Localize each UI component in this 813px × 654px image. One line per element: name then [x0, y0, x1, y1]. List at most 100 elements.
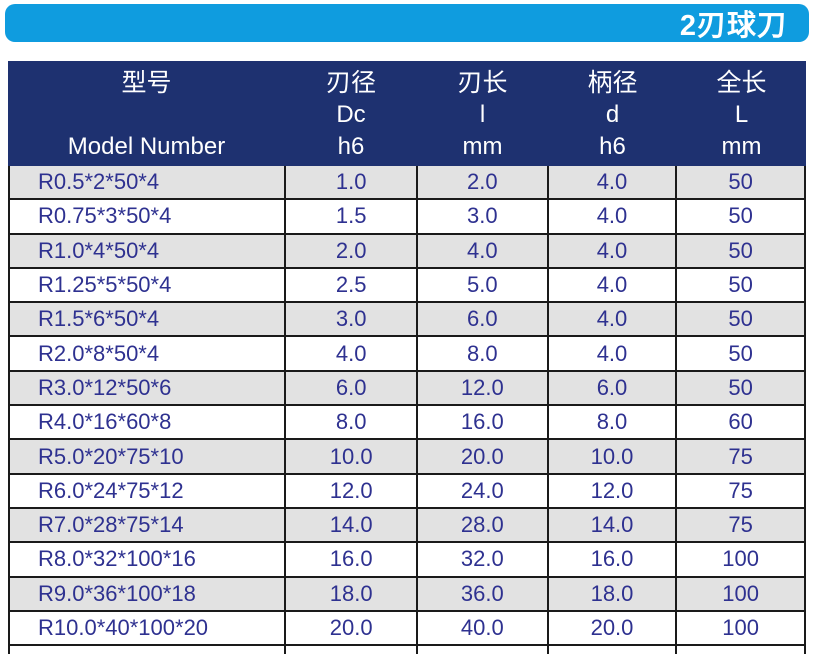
value-cell: 50: [677, 337, 806, 370]
value-cell: 60: [677, 406, 806, 439]
value-cell: 100: [677, 543, 806, 576]
model-number-cell: R1.5*6*50*4: [10, 303, 287, 336]
value-cell: 24.0: [418, 474, 549, 507]
table-body: R0.5*2*50*4 1.0 2.0 4.0 50 R0.75*3*50*4 1.5 3.0…: [8, 166, 806, 647]
value-cell: 40.0: [418, 611, 549, 645]
column-header: 刃长 l mm: [417, 61, 548, 166]
value-cell: 75: [677, 508, 806, 542]
title-banner: 2刃球刀: [5, 4, 809, 42]
model-number-cell: R10.0*40*100*20: [10, 611, 287, 645]
table-row: R4.0*16*60*8 8.0 16.0 8.0 60: [10, 406, 806, 441]
value-cell: 32.0: [418, 543, 549, 576]
column-header: 柄径 d h6: [548, 61, 677, 166]
value-cell: 50: [677, 234, 806, 267]
table-row: R7.0*28*75*14 14.0 28.0 14.0 75: [10, 508, 806, 544]
column-header-line: 柄径: [587, 69, 638, 97]
value-cell: 50: [677, 200, 806, 233]
model-number-cell: R1.25*5*50*4: [10, 268, 287, 302]
value-cell: 4.0: [549, 166, 678, 199]
value-cell: 5.0: [418, 268, 549, 302]
column-header-line: d: [605, 101, 620, 128]
table-row: R6.0*24*75*12 12.0 24.0 12.0 75: [10, 474, 806, 509]
value-cell: 50: [677, 303, 806, 336]
table-row: R5.0*20*75*10 10.0 20.0 10.0 75: [10, 440, 806, 475]
value-cell: 50: [677, 166, 806, 199]
value-cell: 16.0: [286, 543, 418, 576]
column-header-line: 刃长: [457, 69, 508, 97]
value-cell: 16.0: [418, 406, 549, 439]
column-header-line: Model Number: [67, 133, 226, 160]
column-header-line: 全长: [716, 69, 767, 97]
value-cell: 4.0: [418, 234, 549, 267]
model-number-cell: R0.75*3*50*4: [10, 200, 287, 233]
cutoff-cell: [418, 646, 549, 654]
value-cell: 10.0: [549, 440, 678, 473]
value-cell: 1.5: [286, 200, 418, 233]
value-cell: 50: [677, 371, 806, 405]
table-row: R2.0*8*50*4 4.0 8.0 4.0 50: [10, 337, 806, 372]
value-cell: 3.0: [286, 303, 418, 336]
model-number-cell: R8.0*32*100*16: [10, 543, 287, 576]
value-cell: 50: [677, 268, 806, 302]
value-cell: 2.5: [286, 268, 418, 302]
model-number-cell: R7.0*28*75*14: [10, 508, 287, 542]
value-cell: 4.0: [549, 303, 678, 336]
value-cell: 4.0: [286, 337, 418, 370]
model-number-cell: R1.0*4*50*4: [10, 234, 287, 267]
table-cutoff-row: [8, 646, 806, 654]
value-cell: 28.0: [418, 508, 549, 542]
column-header-line: Dc: [336, 101, 366, 128]
value-cell: 100: [677, 577, 806, 610]
model-number-cell: R9.0*36*100*18: [10, 577, 287, 610]
value-cell: 75: [677, 440, 806, 473]
value-cell: 4.0: [549, 268, 678, 302]
value-cell: 20.0: [418, 440, 549, 473]
value-cell: 16.0: [549, 543, 678, 576]
model-number-cell: R0.5*2*50*4: [10, 166, 287, 199]
column-header-line: mm: [721, 133, 762, 160]
table-row: R0.5*2*50*4 1.0 2.0 4.0 50: [10, 166, 806, 201]
value-cell: 14.0: [549, 508, 678, 542]
value-cell: 2.0: [418, 166, 549, 199]
column-header-line: L: [734, 101, 749, 128]
cutoff-cell: [286, 646, 418, 654]
column-header-line: 刃径: [325, 69, 376, 97]
model-number-cell: R4.0*16*60*8: [10, 406, 287, 439]
value-cell: 12.0: [286, 474, 418, 507]
value-cell: 12.0: [418, 371, 549, 405]
table-row: R3.0*12*50*6 6.0 12.0 6.0 50: [10, 371, 806, 407]
column-header: 刃径 Dc h6: [285, 61, 417, 166]
value-cell: 4.0: [549, 234, 678, 267]
value-cell: 8.0: [418, 337, 549, 370]
table-row: R9.0*36*100*18 18.0 36.0 18.0 100: [10, 577, 806, 612]
value-cell: 4.0: [549, 200, 678, 233]
value-cell: 36.0: [418, 577, 549, 610]
page-title: 2刃球刀: [679, 10, 787, 42]
value-cell: 75: [677, 474, 806, 507]
column-header-line: h6: [337, 133, 365, 160]
value-cell: 6.0: [418, 303, 549, 336]
value-cell: 8.0: [286, 406, 418, 439]
value-cell: 12.0: [549, 474, 678, 507]
value-cell: 4.0: [549, 337, 678, 370]
cutoff-cell: [549, 646, 678, 654]
column-header-line: [8, 99, 285, 131]
table-row: R1.5*6*50*4 3.0 6.0 4.0 50: [10, 303, 806, 338]
value-cell: 14.0: [286, 508, 418, 542]
value-cell: 6.0: [286, 371, 418, 405]
table-row: R0.75*3*50*4 1.5 3.0 4.0 50: [10, 200, 806, 235]
column-header-line: 型号: [121, 69, 172, 97]
table-row: R10.0*40*100*20 20.0 40.0 20.0 100: [10, 611, 806, 647]
model-number-cell: R6.0*24*75*12: [10, 474, 287, 507]
table-row: R1.25*5*50*4 2.5 5.0 4.0 50: [10, 268, 806, 304]
cutoff-cell: [10, 646, 287, 654]
value-cell: 3.0: [418, 200, 549, 233]
cutoff-cell: [677, 646, 806, 654]
table-row: R8.0*32*100*16 16.0 32.0 16.0 100: [10, 543, 806, 578]
value-cell: 20.0: [549, 611, 678, 645]
model-number-cell: R2.0*8*50*4: [10, 337, 287, 370]
column-header: 型号 Model Number: [8, 61, 285, 166]
